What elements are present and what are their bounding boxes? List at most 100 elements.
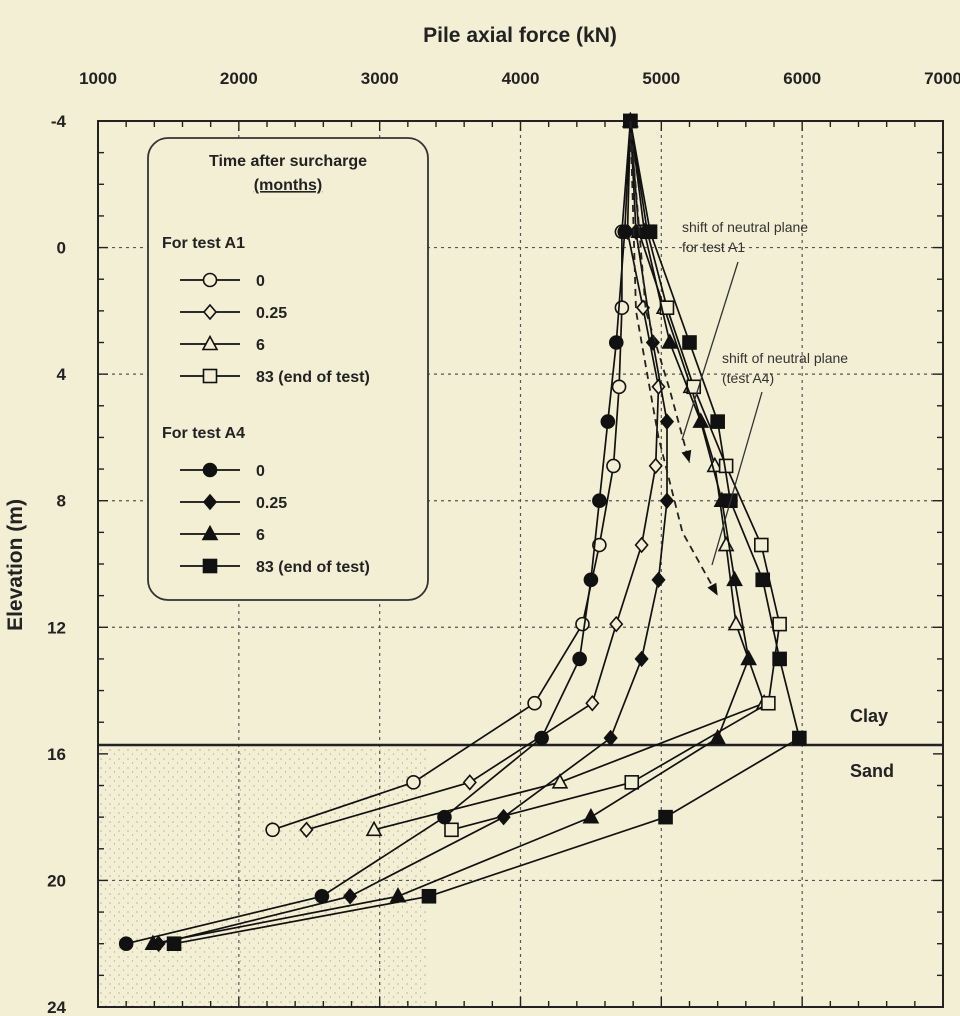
- legend-label: 83 (end of test): [256, 369, 370, 386]
- annotation-a4-line1: shift of neutral plane: [722, 350, 848, 366]
- data-point: [740, 649, 757, 666]
- neutral-plane-shift-lines: [629, 120, 719, 597]
- y-tick-label: 0: [57, 239, 66, 258]
- sand-region: [98, 745, 428, 1007]
- legend-marker: [202, 368, 218, 384]
- legend-entry: 0: [180, 272, 265, 290]
- neutral-plane-arrowhead-a4: [707, 582, 718, 596]
- series-group: [118, 111, 807, 952]
- data-point: [659, 492, 675, 509]
- legend-heading-a1: For test A1: [162, 235, 245, 252]
- y-tick-label: 20: [47, 871, 66, 890]
- data-point: [659, 413, 675, 430]
- data-point: [592, 493, 607, 509]
- annotation-a1-line1: shift of neutral plane: [682, 219, 808, 235]
- y-tick-label: -4: [51, 112, 67, 131]
- legend-marker: [201, 524, 219, 541]
- data-point: [717, 535, 735, 552]
- series-line: [451, 120, 781, 831]
- legend-marker: [202, 493, 218, 511]
- data-point: [608, 335, 624, 350]
- x-tick-label: 4000: [502, 69, 540, 88]
- data-point: [658, 809, 673, 825]
- ticks: [97, 120, 944, 1008]
- legend-entries: 0 0.25 6 83 (end of test) 0 0.25 6 83 (end of t…: [180, 272, 370, 576]
- data-point: [651, 378, 666, 396]
- y-axis-title: Elevation (m): [4, 499, 27, 631]
- series-a4-4: [118, 113, 638, 952]
- y-tick-label: 12: [47, 618, 66, 637]
- data-point: [444, 822, 459, 838]
- data-point: [648, 457, 663, 475]
- x-tick-label: 1000: [79, 69, 117, 88]
- data-point: [772, 616, 787, 632]
- data-point: [572, 651, 587, 667]
- data-point: [600, 414, 616, 429]
- y-tick-label: 24: [47, 998, 66, 1016]
- layer-label-sand: Sand: [850, 761, 894, 781]
- annotation-a1: shift of neutral plane for test A1: [681, 219, 808, 441]
- x-tick-label: 6000: [783, 69, 821, 88]
- data-point: [527, 695, 542, 711]
- legend-entry: 6: [180, 524, 265, 544]
- data-point: [299, 821, 314, 839]
- legend-marker: [202, 558, 218, 574]
- legend-title: Time after surcharge: [209, 153, 367, 170]
- legend-entry: 0.25: [180, 303, 287, 322]
- data-point: [710, 414, 725, 429]
- data-point: [709, 728, 727, 745]
- data-point: [575, 616, 590, 632]
- series-a4-6: [144, 111, 757, 951]
- data-point: [727, 614, 745, 631]
- legend-label: 0: [256, 273, 265, 290]
- neutral-plane-arrowhead-a1: [681, 449, 692, 463]
- neutral-plane-line-a4: [629, 120, 719, 597]
- legend-label: 6: [256, 337, 265, 354]
- data-point: [661, 333, 679, 349]
- data-point: [754, 537, 769, 553]
- data-point: [682, 335, 697, 350]
- data-point: [634, 536, 649, 554]
- legend-entry: 0: [180, 462, 265, 480]
- legend-label: 0.25: [256, 305, 287, 322]
- data-point: [585, 694, 600, 712]
- annotation-a1-leader: [681, 261, 739, 441]
- data-point: [496, 808, 511, 826]
- data-point: [406, 775, 421, 790]
- legend: Time after surcharge (months) For test A…: [147, 137, 429, 601]
- legend-entry: 0.25: [180, 493, 287, 512]
- data-point: [462, 774, 477, 791]
- layer-label-clay: Clay: [850, 706, 888, 726]
- x-tick-label: 2000: [220, 69, 258, 88]
- legend-entry: 83 (end of test): [180, 558, 370, 576]
- legend-label: 0: [256, 463, 265, 480]
- data-point: [551, 773, 569, 789]
- data-point: [343, 888, 358, 905]
- data-point: [624, 775, 640, 790]
- data-point: [609, 615, 624, 633]
- legend-label: 0.25: [256, 495, 287, 512]
- data-point: [365, 820, 383, 837]
- data-point: [755, 572, 771, 588]
- data-point: [265, 822, 280, 838]
- legend-entry: 83 (end of test): [180, 368, 370, 386]
- neutral-plane-line-a1: [629, 120, 691, 463]
- data-point: [437, 809, 452, 825]
- legend-label: 6: [256, 527, 265, 544]
- data-point: [582, 807, 600, 824]
- data-point: [692, 412, 710, 428]
- data-point: [645, 334, 660, 351]
- annotation-a4-leader: [711, 391, 763, 566]
- data-point: [421, 888, 437, 904]
- y-tick-label: 8: [57, 492, 66, 511]
- legend-box: [147, 137, 429, 601]
- data-point: [534, 730, 549, 746]
- data-point: [583, 572, 599, 588]
- data-point: [118, 936, 134, 952]
- annotation-a4: shift of neutral plane (test A4): [711, 350, 848, 566]
- legend-marker: [202, 462, 218, 478]
- tick-labels: 1000 2000 3000 4000 5000 6000 7000 -4 0 4 8 12 16 20 2…: [47, 69, 960, 1016]
- data-point: [603, 729, 618, 747]
- data-point: [642, 224, 658, 240]
